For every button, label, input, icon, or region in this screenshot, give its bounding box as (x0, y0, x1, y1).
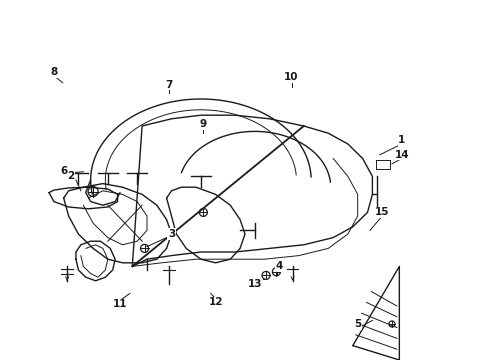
Text: 9: 9 (200, 119, 207, 129)
Text: 12: 12 (208, 297, 223, 307)
Text: 3: 3 (168, 229, 175, 239)
Text: 8: 8 (50, 67, 57, 77)
Text: 2: 2 (68, 171, 74, 181)
Text: 5: 5 (354, 319, 361, 329)
Text: 7: 7 (165, 80, 173, 90)
Text: 1: 1 (398, 135, 405, 145)
Text: 13: 13 (247, 279, 262, 289)
Text: 6: 6 (60, 166, 67, 176)
Text: 11: 11 (113, 299, 127, 309)
Text: 10: 10 (284, 72, 299, 82)
Text: 15: 15 (375, 207, 390, 217)
Text: 14: 14 (394, 150, 409, 160)
Text: 4: 4 (275, 261, 283, 271)
